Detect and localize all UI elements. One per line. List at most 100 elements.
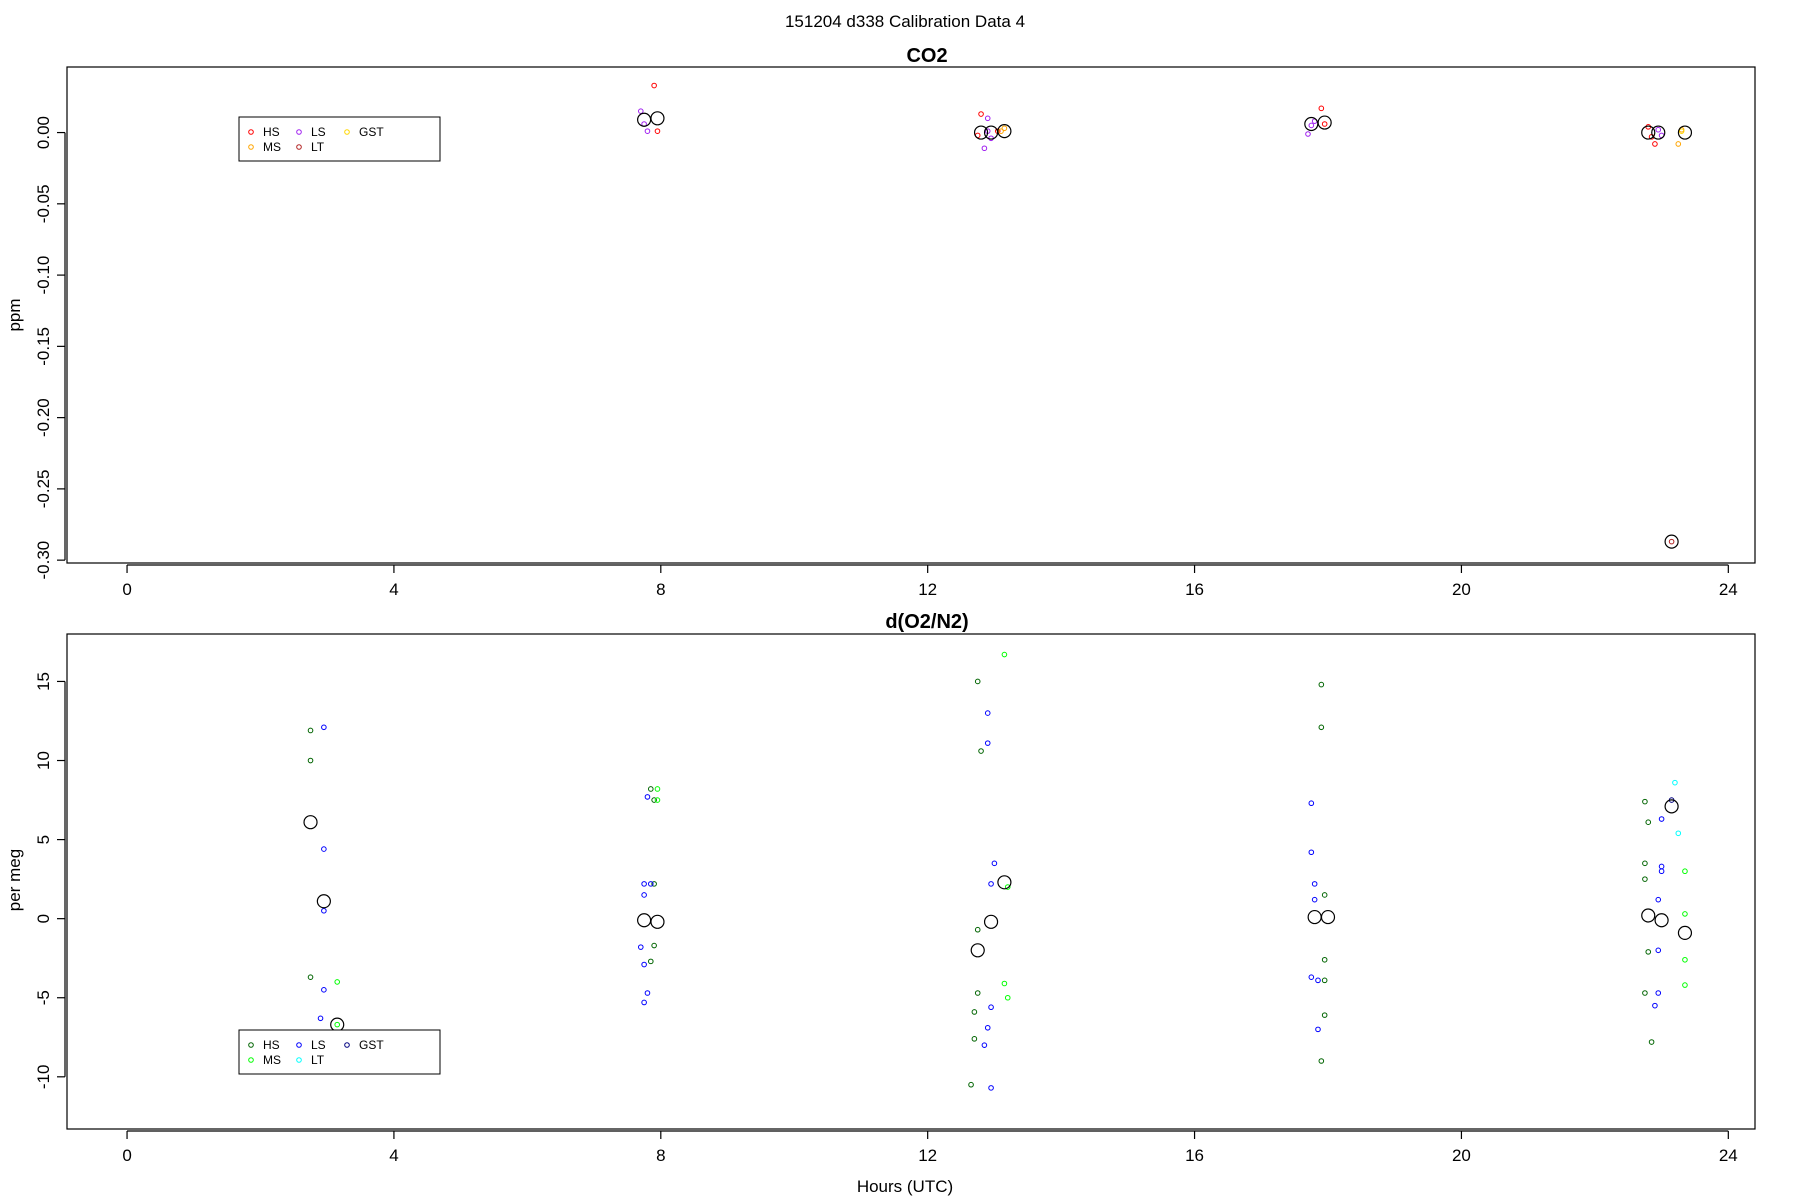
co2-y-tick-label: -0.25 — [34, 470, 53, 509]
o2n2-point-ls — [1315, 977, 1321, 984]
co2-points — [637, 82, 1685, 545]
co2-point-ms — [1675, 141, 1682, 147]
co2-point-hs — [1652, 141, 1658, 147]
o2n2-mean-point — [637, 913, 652, 928]
o2n2-panel: d(O2/N2) per meg Hours (UTC) 0 4 8 12 16 20 24… — [5, 611, 1756, 1196]
co2-mean-point — [637, 112, 652, 127]
o2n2-point-ls — [321, 907, 327, 914]
o2n2-point-hs — [647, 786, 654, 792]
o2n2-point-ms — [1682, 982, 1688, 988]
co2-point-ls — [637, 108, 644, 114]
x-axis-label: Hours (UTC) — [857, 1177, 953, 1196]
o2n2-point-ls — [988, 881, 994, 887]
o2n2-point-ms — [1682, 868, 1688, 875]
o2n2-point-hs — [1642, 860, 1648, 867]
co2-point-lt — [1668, 538, 1675, 545]
o2n2-point-hs — [1321, 1012, 1328, 1018]
o2n2-means — [303, 799, 1693, 1032]
o2n2-mean-point — [1664, 799, 1679, 814]
co2-point-ms — [1001, 125, 1008, 132]
co2-x-tick-label: 20 — [1452, 580, 1471, 599]
o2n2-y-tick-label: 15 — [34, 672, 53, 691]
o2n2-point-hs — [307, 974, 314, 980]
o2n2-point-hs — [968, 1081, 974, 1088]
o2n2-x-axis: 0 4 8 12 16 20 24 — [122, 1130, 1738, 1165]
co2-title: CO2 — [906, 45, 947, 67]
o2n2-point-ls — [641, 892, 647, 898]
co2-series-hs — [651, 82, 1658, 147]
o2n2-point-hs — [971, 1009, 978, 1015]
co2-point-gst — [1678, 128, 1685, 134]
o2n2-point-ls — [1658, 863, 1665, 870]
co2-x-tick-label: 0 — [122, 580, 131, 599]
co2-mean-point — [997, 124, 1012, 139]
o2n2-legend-label: GST — [359, 1038, 384, 1052]
o2n2-point-ms — [1682, 911, 1688, 917]
o2n2-point-ls — [981, 1042, 988, 1048]
o2n2-point-ls — [1655, 947, 1662, 954]
o2n2-point-hs — [1321, 892, 1328, 898]
co2-y-tick-label: 0.00 — [34, 116, 53, 149]
o2n2-point-ls — [321, 987, 327, 993]
o2n2-point-ls — [1652, 1002, 1658, 1009]
co2-y-tick-label: -0.05 — [34, 184, 53, 223]
o2n2-legend-marker — [296, 1042, 302, 1048]
o2n2-series-lt — [1672, 779, 1682, 837]
co2-point-ls — [644, 128, 651, 134]
co2-plot-frame — [66, 66, 1756, 564]
o2n2-mean-point — [303, 815, 318, 830]
o2n2-point-hs — [974, 926, 981, 933]
o2n2-point-hs — [1642, 798, 1648, 805]
o2n2-point-hs — [307, 727, 314, 734]
o2n2-mean-point — [316, 894, 331, 909]
co2-y-tick-label: -0.30 — [34, 541, 53, 580]
o2n2-point-ls — [1308, 974, 1315, 980]
co2-series-ms — [998, 125, 1685, 147]
o2n2-y-tick-label: 5 — [34, 835, 53, 844]
co2-y-tick-label: -0.15 — [34, 327, 53, 366]
o2n2-legend-marker — [248, 1042, 254, 1048]
o2n2-point-ls — [647, 881, 654, 887]
o2n2-legend-marker — [344, 1042, 350, 1048]
o2n2-ylabel: per meg — [5, 849, 24, 911]
o2n2-point-lt — [1672, 779, 1678, 786]
o2n2-point-ms — [334, 979, 341, 985]
o2n2-point-ls — [637, 944, 644, 950]
o2n2-x-tick-label: 4 — [389, 1146, 398, 1165]
o2n2-legend-label: MS — [263, 1053, 281, 1067]
co2-x-tick-label: 4 — [389, 580, 398, 599]
o2n2-point-ms — [654, 786, 661, 792]
o2n2-mean-point — [330, 1017, 345, 1032]
o2n2-mean-point — [983, 914, 999, 929]
co2-mean-point — [1677, 125, 1693, 140]
co2-point-hs — [654, 128, 661, 134]
co2-legend-label: LS — [311, 125, 326, 139]
o2n2-point-ls — [1311, 881, 1318, 887]
co2-series-ls — [637, 108, 1665, 152]
co2-series-lt — [1668, 538, 1675, 545]
o2n2-x-tick-label: 8 — [656, 1146, 665, 1165]
o2n2-mean-point — [1654, 913, 1669, 928]
o2n2-points — [307, 651, 1688, 1091]
co2-means — [637, 111, 1693, 549]
o2n2-point-hs — [651, 797, 657, 803]
o2n2-point-ls — [1658, 816, 1665, 822]
o2n2-point-ms — [1001, 651, 1008, 658]
o2n2-series-ms — [334, 651, 1688, 1028]
o2n2-x-tick-label: 16 — [1185, 1146, 1204, 1165]
o2n2-point-ls — [644, 794, 651, 800]
o2n2-point-ls — [1658, 868, 1665, 875]
o2n2-y-axis: 15 10 5 0 -5 -10 — [34, 672, 66, 1089]
co2-point-hs — [978, 111, 984, 117]
co2-y-axis: 0.00 -0.05 -0.10 -0.15 -0.20 -0.25 -0.30 — [34, 116, 66, 580]
o2n2-title: d(O2/N2) — [885, 611, 968, 633]
o2n2-point-hs — [651, 942, 657, 949]
o2n2-point-ls — [1315, 1026, 1321, 1033]
co2-point-hs — [1318, 105, 1325, 112]
o2n2-mean-point — [1320, 909, 1336, 925]
o2n2-point-hs — [978, 748, 984, 754]
o2n2-point-ls — [641, 961, 647, 968]
co2-x-tick-label: 24 — [1719, 580, 1738, 599]
co2-legend-marker — [296, 129, 302, 135]
